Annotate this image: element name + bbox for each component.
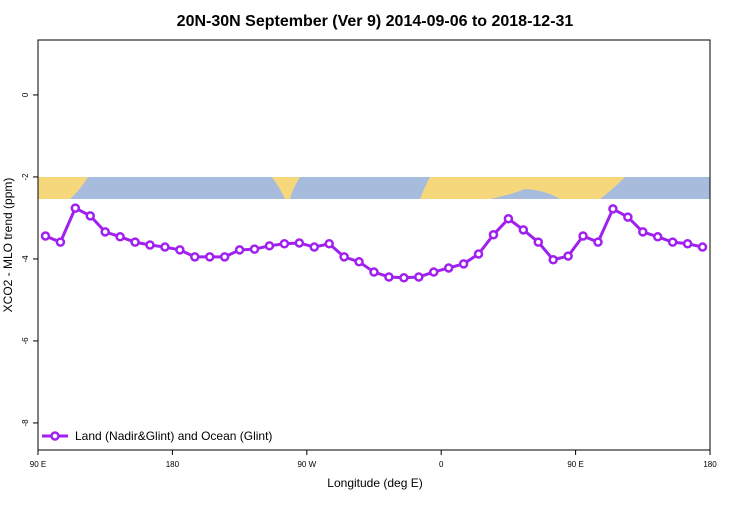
data-point xyxy=(279,239,290,249)
data-point xyxy=(399,273,409,283)
chart-title: 20N-30N September (Ver 9) 2014-09-06 to … xyxy=(177,13,574,30)
data-point xyxy=(563,251,573,261)
data-point xyxy=(130,237,140,247)
map-land xyxy=(272,177,300,199)
data-point xyxy=(85,211,96,221)
data-point xyxy=(473,249,484,259)
data-point xyxy=(488,230,499,240)
data-point xyxy=(414,272,424,282)
y-axis-label: XCO2 - MLO trend (ppm) xyxy=(1,178,15,313)
x-tick-label: 90 E xyxy=(567,460,583,469)
data-point xyxy=(234,245,245,255)
data-point xyxy=(428,267,439,277)
data-point xyxy=(264,241,275,251)
data-point xyxy=(324,239,334,249)
x-tick-label: 180 xyxy=(166,460,180,469)
data-point xyxy=(309,242,320,252)
y-tick-label: -8 xyxy=(21,419,30,427)
data-point xyxy=(249,244,260,254)
data-point xyxy=(443,263,454,273)
data-point xyxy=(608,204,618,214)
y-tick-label: 0 xyxy=(21,92,30,97)
data-point xyxy=(204,252,215,262)
map-land xyxy=(38,177,88,199)
data-point xyxy=(384,272,394,282)
data-point xyxy=(503,214,514,224)
data-point xyxy=(55,237,66,247)
data-point xyxy=(667,237,678,247)
data-point xyxy=(145,240,155,250)
data-point xyxy=(652,232,663,242)
data-point xyxy=(354,257,364,267)
y-tick-label: -4 xyxy=(21,255,30,263)
data-point xyxy=(190,252,200,262)
data-point xyxy=(593,237,603,247)
data-point xyxy=(548,255,558,265)
legend-label: Land (Nadir&Glint) and Ocean (Glint) xyxy=(75,429,272,443)
data-point xyxy=(219,252,230,262)
data-point xyxy=(115,232,125,242)
data-point xyxy=(697,242,708,252)
map-strip xyxy=(38,177,710,199)
data-point xyxy=(160,242,170,252)
data-point xyxy=(458,259,469,269)
data-point xyxy=(518,225,529,235)
x-axis-label: Longitude (deg E) xyxy=(327,476,422,490)
data-point xyxy=(294,238,305,248)
legend-marker xyxy=(50,431,60,441)
data-point xyxy=(175,245,185,255)
x-tick-label: 180 xyxy=(703,460,717,469)
y-tick-label: -2 xyxy=(21,173,30,181)
plot-frame xyxy=(37,39,711,451)
data-point xyxy=(40,231,51,241)
map-land xyxy=(420,177,625,199)
data-point xyxy=(70,203,81,213)
data-point xyxy=(623,212,633,222)
x-tick-label: 90 W xyxy=(297,460,316,469)
data-point xyxy=(682,239,693,249)
data-point xyxy=(533,237,544,247)
y-tick-label: -6 xyxy=(21,337,30,345)
data-point xyxy=(578,231,588,241)
data-point xyxy=(100,227,110,237)
data-point xyxy=(339,252,349,262)
data-point xyxy=(638,227,648,237)
data-point xyxy=(369,267,379,277)
x-tick-label: 90 E xyxy=(30,460,46,469)
x-tick-label: 0 xyxy=(439,460,444,469)
